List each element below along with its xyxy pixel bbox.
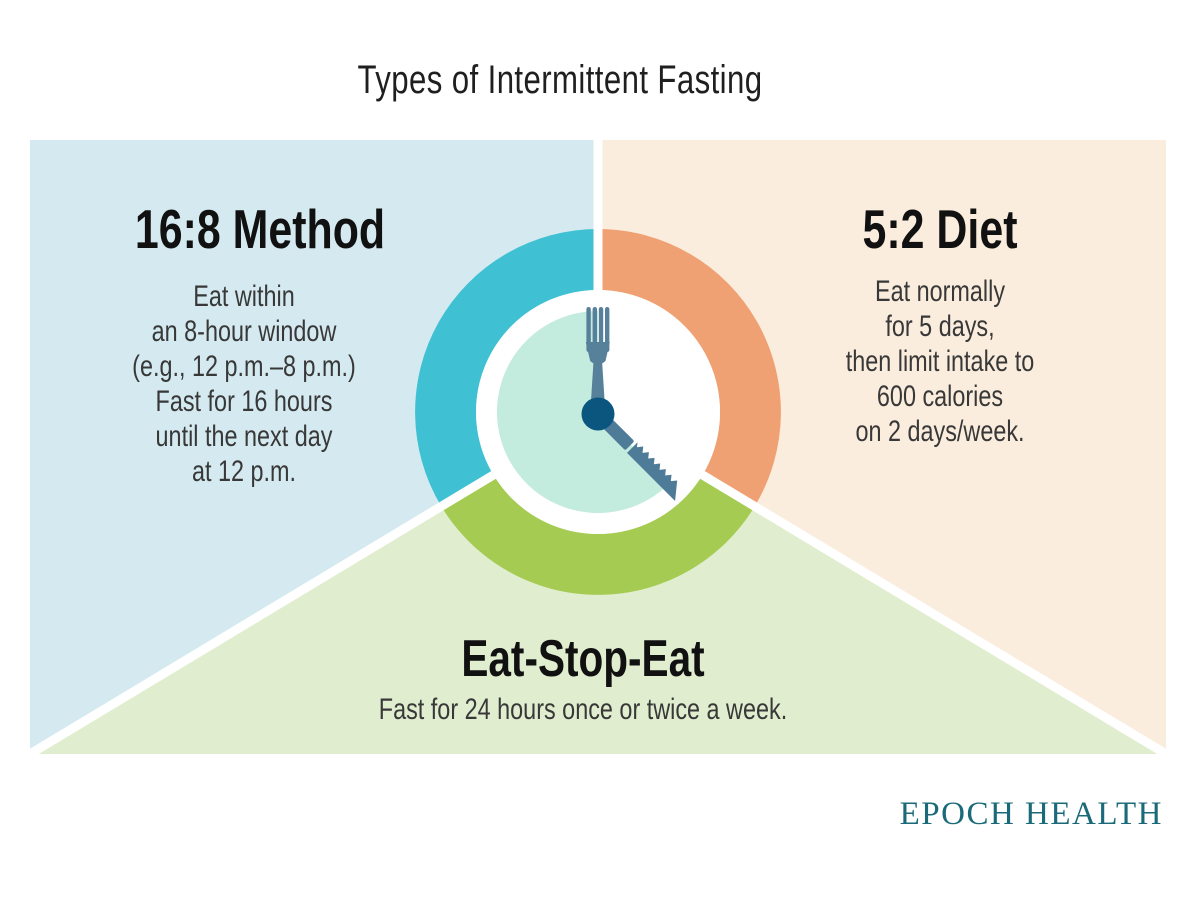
body-16-8-method: Eat within an 8-hour window (e.g., 12 p.… (132, 279, 356, 489)
fork-handle (590, 360, 605, 404)
fork-tine (586, 307, 591, 352)
fork-tine (598, 307, 604, 352)
body-line: until the next day (155, 420, 333, 453)
ring-segment-teal (415, 229, 598, 507)
knife-blade (626, 442, 678, 501)
heading-5-2-diet: 5:2 Diet (862, 198, 1018, 260)
body-line: an 8-hour window (151, 315, 337, 348)
body-line: Fast for 24 hours once or twice a week. (378, 693, 788, 726)
body-line: Eat normally (874, 275, 1006, 308)
epoch-health-logo: EPOCH HEALTH (899, 796, 1163, 832)
page-title: Types of Intermittent Fasting (357, 58, 763, 102)
body-line: at 12 p.m. (191, 455, 297, 488)
fork-tine (592, 307, 597, 352)
heading-eat-stop-eat: Eat-Stop-Eat (461, 630, 705, 688)
ring-segment-green (441, 474, 755, 595)
ring-segment-orange (598, 229, 781, 507)
body-line: then limit intake to (845, 345, 1035, 378)
fork-tine (605, 307, 610, 352)
clock-hub (581, 397, 615, 431)
body-line: 600 calories (876, 380, 1004, 413)
fork-head (585, 342, 610, 365)
body-line: on 2 days/week. (855, 415, 1025, 448)
body-line: (e.g., 12 p.m.–8 p.m.) (132, 350, 356, 383)
body-eat-stop-eat: Fast for 24 hours once or twice a week. (379, 692, 787, 727)
body-5-2-diet: Eat normally for 5 days, then limit inta… (846, 274, 1035, 449)
knife-icon (604, 420, 678, 501)
body-line: Eat within (193, 280, 295, 313)
body-line: Fast for 16 hours (155, 385, 333, 418)
heading-16-8-method: 16:8 Method (134, 198, 386, 260)
body-line: for 5 days, (885, 310, 995, 343)
fork-icon (585, 307, 610, 404)
knife-handle (604, 420, 634, 450)
